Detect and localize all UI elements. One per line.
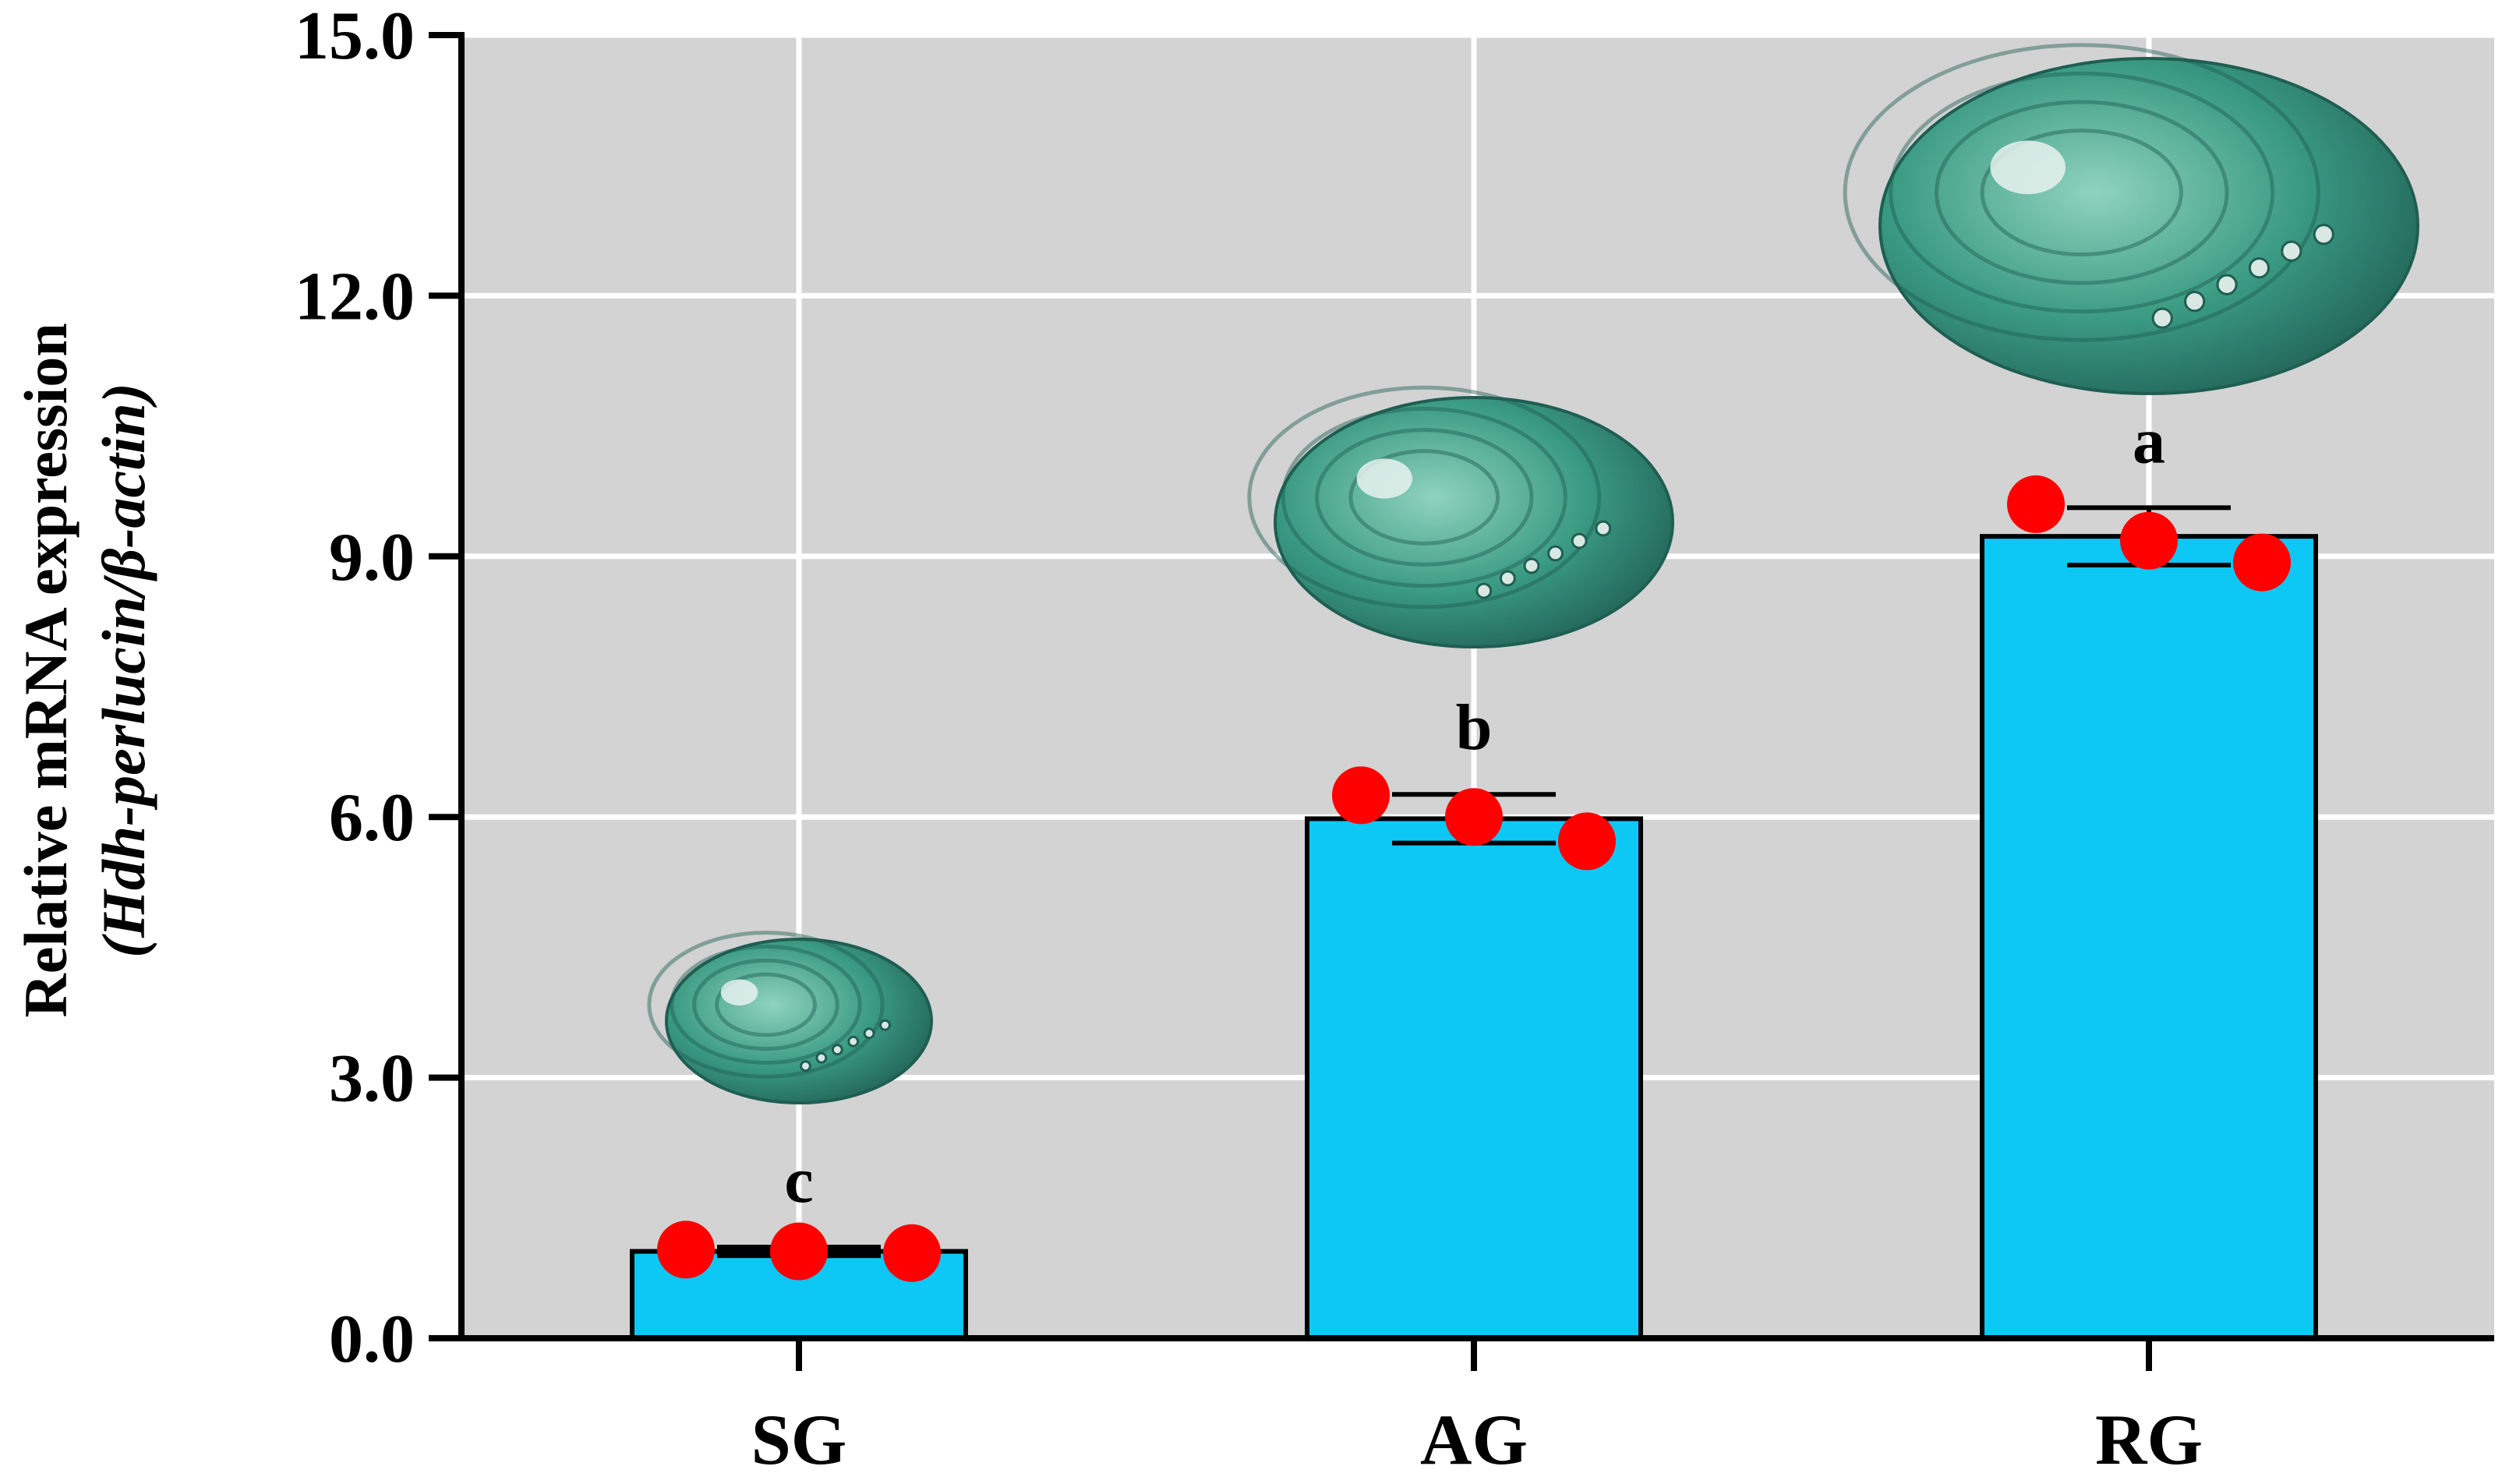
data-point (657, 1221, 715, 1279)
abalone-shell-icon-ag (1247, 385, 1674, 648)
data-point (2007, 475, 2065, 533)
data-point (883, 1224, 941, 1282)
x-tick-label-ag: AG (1420, 1400, 1528, 1479)
y-tick-label: 9.0 (329, 520, 415, 595)
significance-letter-rg: a (2133, 405, 2165, 477)
y-tick-label: 6.0 (329, 780, 415, 856)
data-point (2120, 511, 2178, 570)
y-tick-label: 15.0 (295, 0, 415, 74)
abalone-shell-icon-sg (647, 931, 933, 1104)
bar-ag (1305, 816, 1643, 1341)
y-axis-title-line2: (Hdh-perlucin/β-actin) (90, 383, 157, 958)
data-point (2233, 533, 2291, 592)
significance-letter-sg: c (784, 1144, 813, 1217)
x-tick-label-sg: SG (751, 1400, 847, 1479)
axes (429, 32, 2494, 1371)
significance-letters: c b a (784, 405, 2165, 1217)
replicate-points (657, 475, 2291, 1282)
data-point (1445, 788, 1503, 846)
x-tick-labels: SG AG RG (751, 1400, 2203, 1479)
data-point (1558, 812, 1616, 871)
data-point (770, 1222, 828, 1281)
y-axis-title-line1: Relative mRNA expression (12, 323, 80, 1017)
data-point (1332, 766, 1390, 825)
abalone-shell-icon-rg (1843, 43, 2419, 395)
y-tick-label: 12.0 (295, 259, 415, 334)
y-tick-label: 0.0 (329, 1302, 415, 1377)
shell-images (647, 43, 2419, 1104)
y-tick-labels: 0.0 3.0 6.0 9.0 12.0 15.0 (295, 0, 415, 1377)
bar-rg (1980, 534, 2318, 1341)
significance-letter-ag: b (1456, 691, 1493, 764)
x-tick-label-rg: RG (2095, 1400, 2203, 1479)
y-tick-label: 3.0 (329, 1041, 415, 1117)
